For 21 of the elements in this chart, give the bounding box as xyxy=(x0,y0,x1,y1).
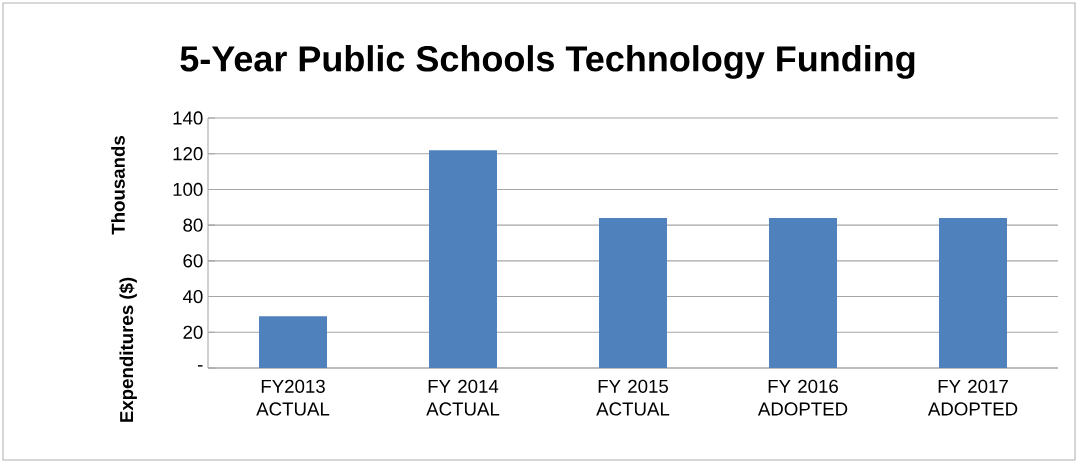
y-tick-label: 80 xyxy=(183,218,203,232)
bar xyxy=(429,150,497,368)
bar xyxy=(939,217,1007,368)
y-tick-label: - xyxy=(197,365,203,367)
y-tick-label: 40 xyxy=(182,289,203,304)
y-tick-label: 140 xyxy=(173,111,203,125)
text: Thousands xyxy=(111,135,125,235)
x-tick-label: FY 2016 ADOPTED xyxy=(757,379,848,416)
x-tick-label: FY2013 ACTUAL xyxy=(256,379,330,416)
bar xyxy=(599,217,667,368)
y-axis-title: Expenditures ($) xyxy=(119,277,137,422)
y-tick-label: 60 xyxy=(183,254,203,268)
chart-title: 5-Year Public Schools Technology Funding xyxy=(180,45,915,79)
bar xyxy=(769,217,837,368)
y-tick-label: 100 xyxy=(173,182,203,197)
x-tick-label: FY 2014 ACTUAL xyxy=(426,379,500,416)
x-tick-label: FY 2017 ADOPTED xyxy=(927,379,1018,416)
bar xyxy=(259,316,328,368)
y-tick-label: 120 xyxy=(173,147,203,161)
x-tick-label: FY 2015 ACTUAL xyxy=(596,379,670,416)
y-tick-label: 20 xyxy=(183,325,203,339)
